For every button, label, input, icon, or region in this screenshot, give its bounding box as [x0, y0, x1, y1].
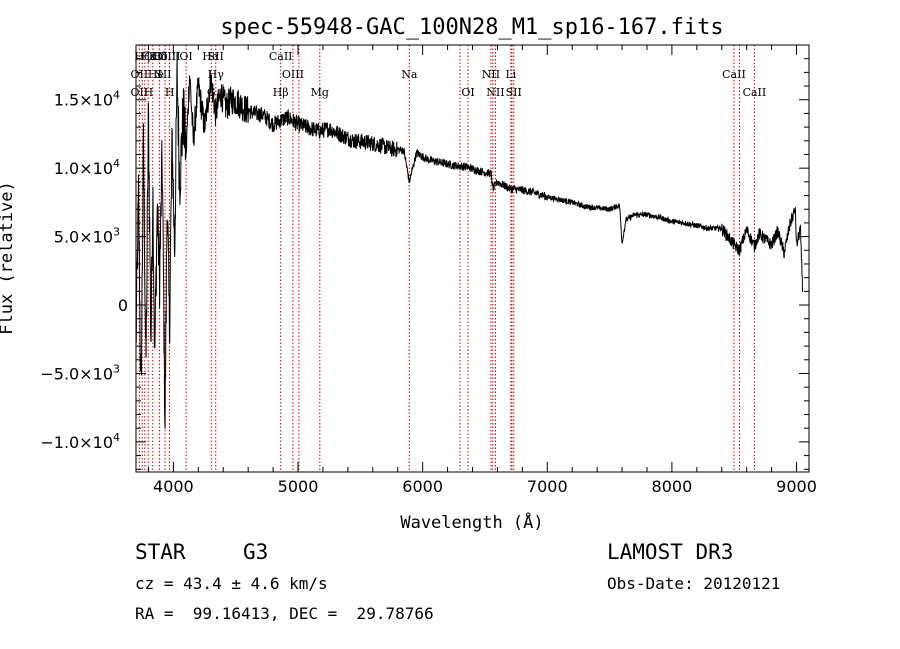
x-tick-label: 8000 — [652, 477, 693, 496]
spectral-line-label: K — [149, 50, 158, 63]
spectral-line-label: SII — [155, 68, 171, 81]
survey-name: LAMOST DR3 — [607, 540, 734, 564]
spectrum-line — [135, 51, 803, 429]
y-tick-label: −5.0×103 — [40, 362, 120, 383]
x-tick-label: 9000 — [776, 477, 817, 496]
spectral-line-label: Hζ — [134, 50, 150, 63]
y-tick-label: 1.0×104 — [54, 157, 120, 178]
spectral-line-label: OIII — [154, 50, 176, 63]
spectral-line-label: H — [165, 86, 175, 99]
y-tick-label: 5.0×103 — [54, 226, 120, 247]
y-tick-label: 0 — [118, 296, 128, 315]
x-axis-label: Wavelength (Å) — [400, 511, 543, 533]
y-tick-label: 1.5×104 — [54, 89, 120, 110]
spectral-line-label: Li — [505, 68, 516, 81]
object-subclass: G3 — [243, 540, 269, 564]
spectral-line-label: Hγ — [208, 68, 225, 81]
spectral-line-label: OII — [131, 68, 149, 81]
spectral-line-label: He — [148, 68, 164, 81]
spectral-line-label: OI — [179, 50, 192, 63]
y-axis: −1.0×104 −5.0×103 0 5.0×103 1.0×104 1.5×104 — [40, 44, 809, 470]
spectral-line-label: Na — [401, 68, 418, 81]
spectral-line-label: Mg — [311, 86, 329, 99]
spectral-line-label: OII — [131, 86, 149, 99]
spectral-line-label: Hδ — [151, 50, 168, 63]
spectral-line-label: CaII — [743, 86, 767, 99]
spectral-line-label: CaII — [722, 68, 746, 81]
x-tick-label: 5000 — [278, 477, 319, 496]
spectral-line-label: CaII — [269, 50, 293, 63]
spectral-line-label: SII — [208, 50, 224, 63]
spectral-line-label: OIII — [282, 68, 304, 81]
spectral-line-label: OIII — [158, 50, 180, 63]
x-tick-label: 6000 — [402, 477, 443, 496]
spectral-line-label: G — [207, 86, 216, 99]
observation-date: Obs-Date: 20120121 — [607, 574, 781, 593]
spectral-line-label: Hβ — [273, 86, 289, 99]
spectral-line-label: SII — [506, 86, 522, 99]
spectral-line-label: NII — [486, 86, 504, 99]
chart-title: spec-55948-GAC_100N28_M1_sp16-167.fits — [220, 15, 723, 40]
object-class: STAR — [135, 540, 186, 564]
spectral-line-label: I — [157, 68, 161, 81]
spectral-line-label: OI — [461, 86, 474, 99]
x-axis: 4000 5000 6000 7000 8000 9000 — [147, 45, 817, 496]
spectral-line-label: Hε — [141, 50, 157, 63]
y-axis-label: Flux (relative) — [0, 181, 17, 335]
spectral-line-label: Hα — [202, 50, 220, 63]
x-tick-label: 4000 — [153, 477, 194, 496]
coordinates: RA = 99.16413, DEC = 29.78766 — [135, 604, 434, 623]
line-markers — [138, 45, 755, 472]
y-tick-label: −1.0×104 — [40, 431, 120, 452]
redshift-value: cz = 43.4 ± 4.6 km/s — [135, 574, 328, 593]
spectral-line-label: H — [144, 86, 154, 99]
spectral-line-label: NII — [482, 68, 500, 81]
x-tick-label: 7000 — [527, 477, 568, 496]
